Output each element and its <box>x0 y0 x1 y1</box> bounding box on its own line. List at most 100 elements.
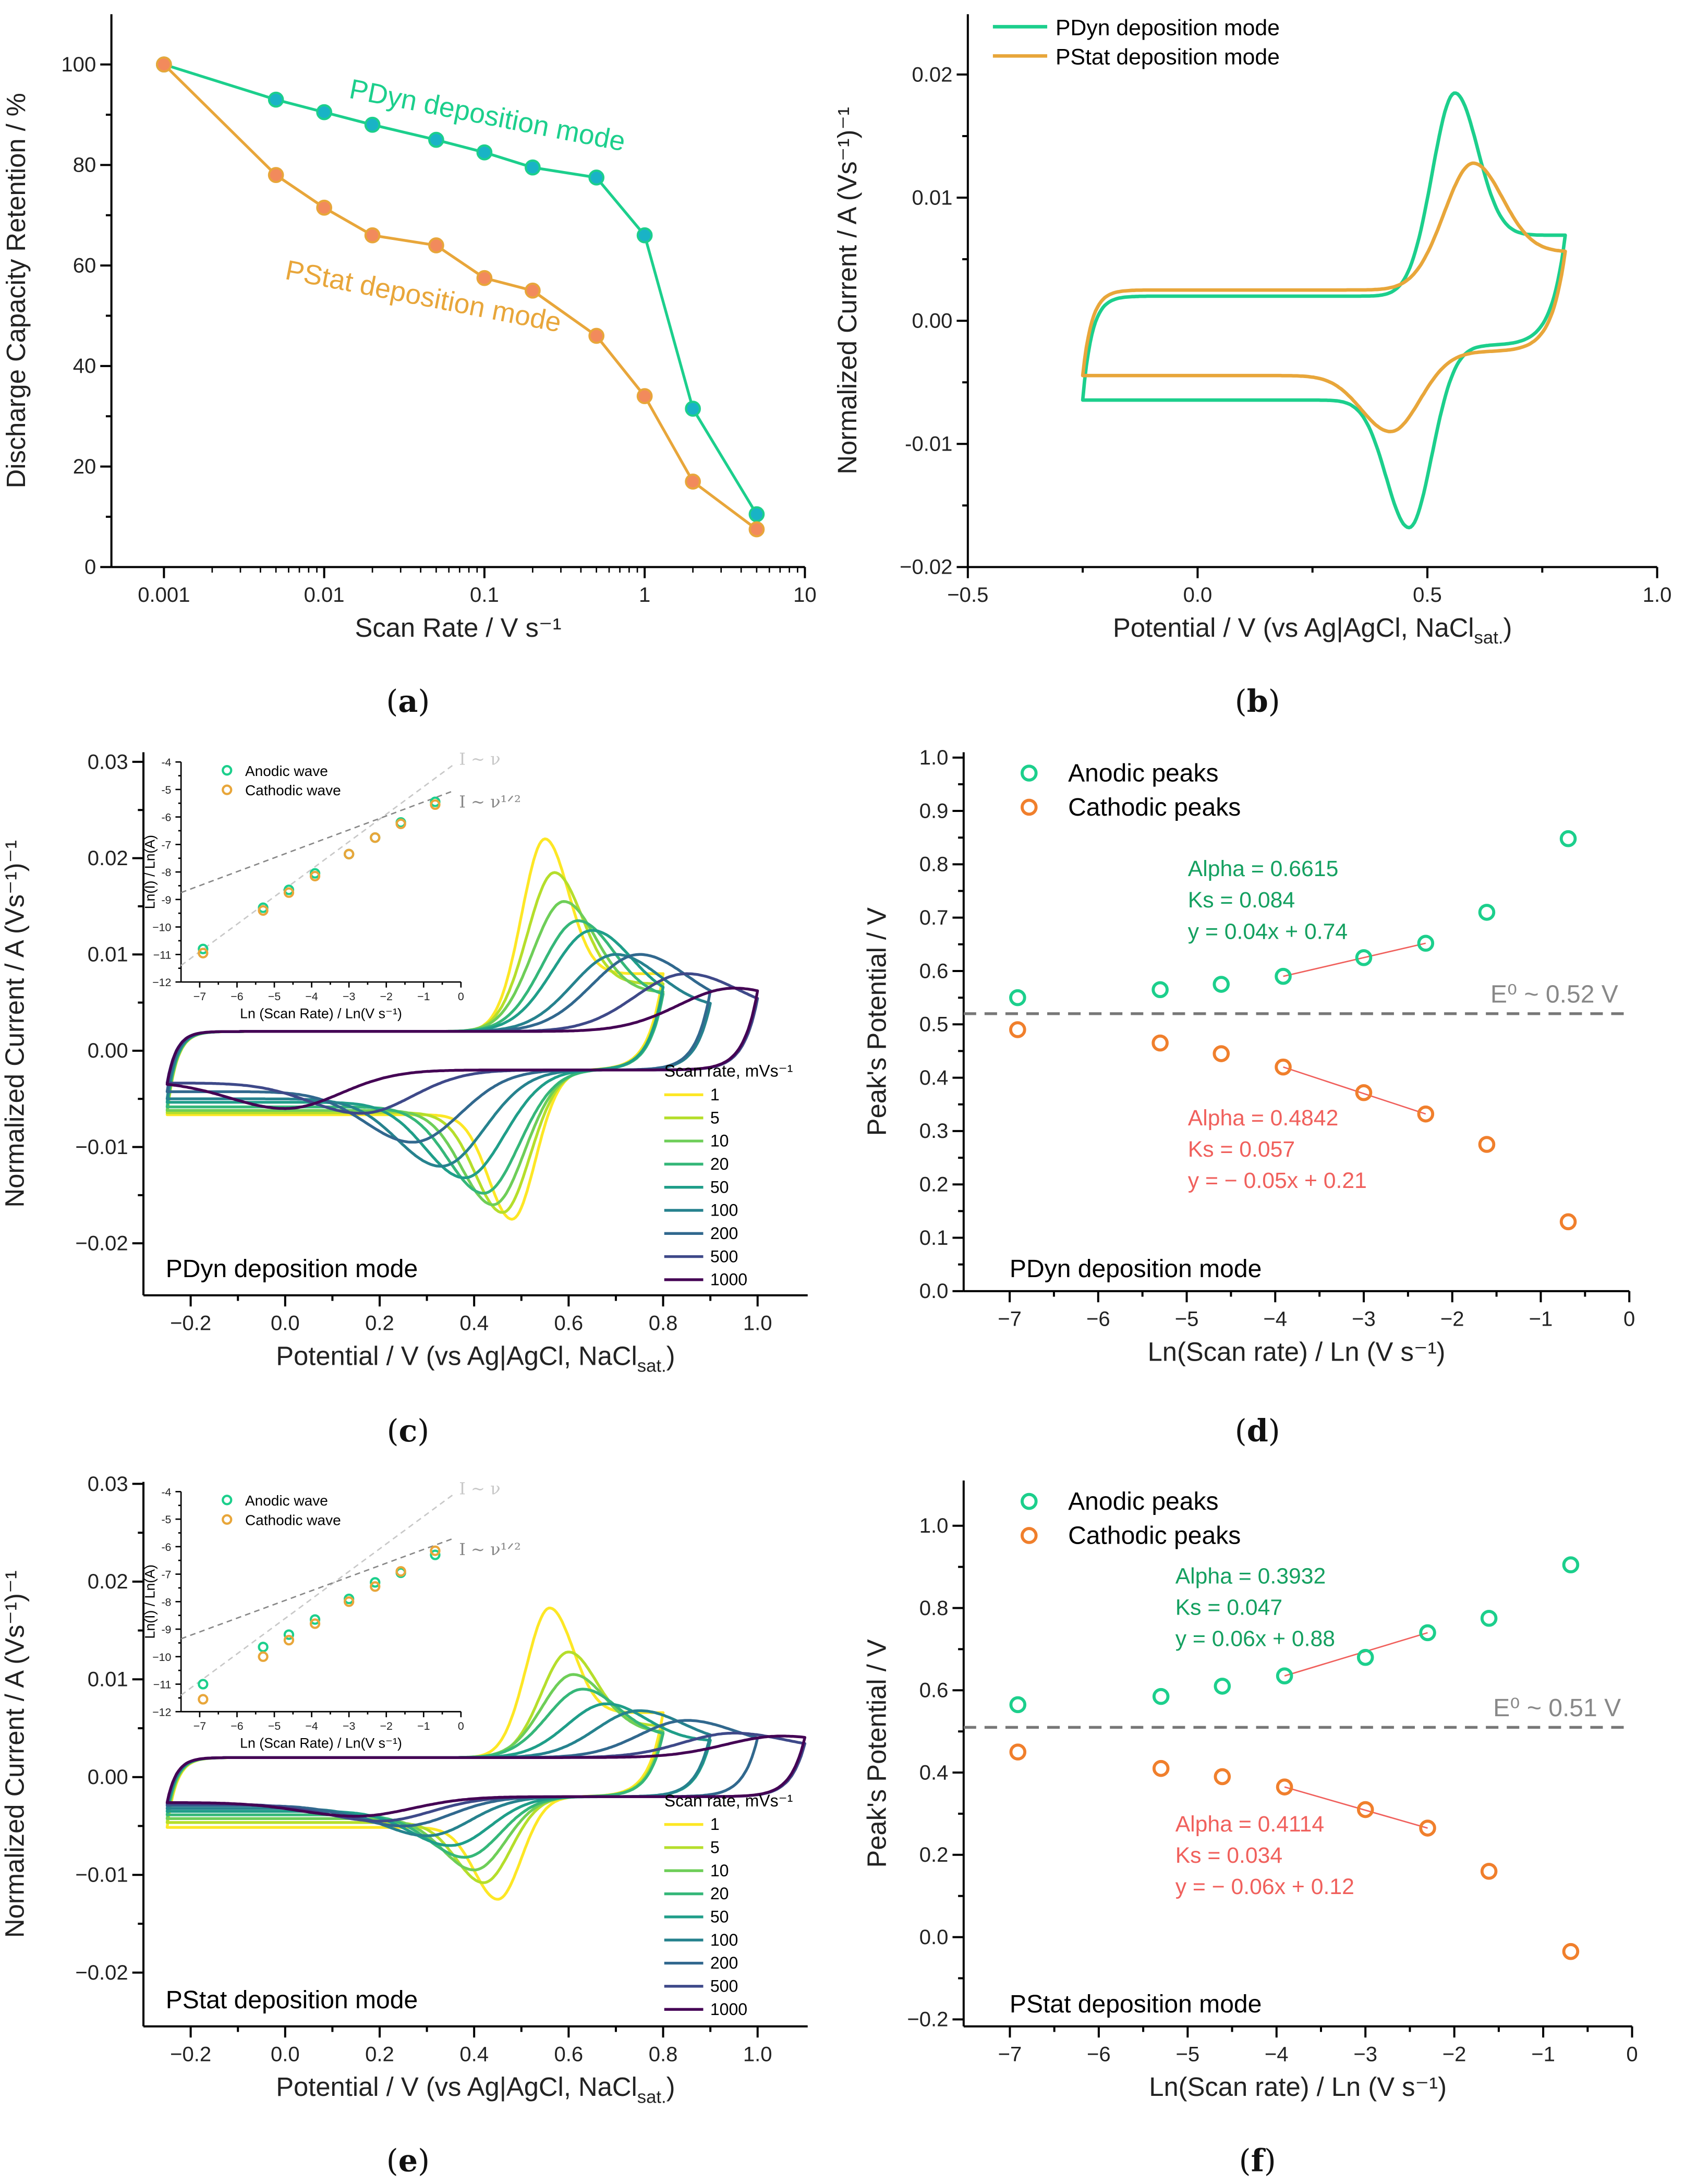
legend-label: Cathodic wave <box>245 782 341 798</box>
x-axis-label: Potential / V (vs Ag|AgCl, NaClsat.) <box>276 1341 675 1376</box>
legend-label: 1000 <box>710 2000 747 2019</box>
x-tick-label: 0.6 <box>554 2043 584 2066</box>
x-tick-label: 0.0 <box>271 1312 300 1335</box>
x-tick-label: −3 <box>343 1720 355 1732</box>
legend-marker <box>222 1514 233 1525</box>
fit-annotation: y = 0.04x + 0.74 <box>1188 919 1348 944</box>
x-tick-label: 0.4 <box>459 1312 489 1335</box>
inset-point <box>430 799 441 810</box>
y-tick-label: 0.6 <box>919 960 949 982</box>
x-tick-label: −4 <box>305 1720 318 1732</box>
x-tick-label: −2 <box>380 1720 393 1732</box>
legend-label: 500 <box>710 1247 738 1266</box>
data-point <box>268 167 284 183</box>
panel-label-part: ( <box>387 1413 399 1449</box>
inset-point <box>283 1634 295 1646</box>
fit-annotation: Ks = 0.034 <box>1175 1843 1282 1868</box>
data-point <box>1559 1213 1577 1231</box>
legend-marker <box>1021 1527 1038 1544</box>
x-tick-label: 0.01 <box>304 584 345 606</box>
chart-panel-c: −0.2 0.0 0.2 0.4 0.6 0.8 1.0 0.03 0.02 0.01 0.00 −0… <box>0 749 808 1449</box>
y-tick-label: 0 <box>84 556 96 579</box>
guide-label: I ~ ν <box>459 1479 500 1499</box>
inset-point <box>370 1581 381 1592</box>
y-tick-label: 0.02 <box>88 1570 128 1593</box>
data-point <box>1275 1058 1292 1076</box>
y-tick-label: -5 <box>161 784 171 796</box>
y-tick-label: −10 <box>152 921 171 934</box>
data-point <box>1562 1556 1580 1573</box>
data-point <box>1151 981 1169 999</box>
y-tick-label: 60 <box>73 254 96 277</box>
chart-panel-e: −0.2 0.0 0.2 0.4 0.6 0.8 1.0 0.03 0.02 0.01 0.00 −0… <box>0 1473 808 2178</box>
legend-label: Anodic peaks <box>1068 1487 1218 1515</box>
data-point <box>1009 989 1026 1006</box>
panel-label-part: f <box>1251 2142 1266 2178</box>
x-tick-label: 0.1 <box>470 584 499 606</box>
data-point <box>1417 935 1435 952</box>
x-tick-label: −4 <box>1263 1308 1287 1331</box>
data-point <box>1214 1768 1231 1786</box>
y-tick-label: 0.5 <box>919 1013 949 1036</box>
y-tick-label: -8 <box>161 866 171 879</box>
data-point <box>748 521 765 538</box>
panel-label-part: d <box>1247 1413 1268 1449</box>
x-axis-label: Potential / V (vs Ag|AgCl, NaClsat.) <box>276 2072 675 2107</box>
label-part: ) <box>666 2072 675 2102</box>
label-part: Potential / V (vs Ag|AgCl, NaCl <box>276 2072 637 2102</box>
y-tick-label: −0.2 <box>907 2008 948 2031</box>
legend-label: 5 <box>710 1838 720 1857</box>
label-part: ) <box>666 1341 675 1370</box>
y-tick-label: −11 <box>153 949 172 961</box>
x-tick-label: −5 <box>268 1720 281 1732</box>
legend-marker <box>1021 1493 1038 1510</box>
data-point <box>364 116 381 133</box>
fit-annotation: Alpha = 0.4114 <box>1175 1812 1324 1837</box>
x-tick-label: −6 <box>231 990 243 1003</box>
data-point <box>316 199 332 216</box>
cv-curve-20 <box>165 1688 665 1859</box>
x-tick-label: 0.001 <box>138 584 190 606</box>
y-axis-label: Normalized Current / A (Vs⁻¹)⁻¹ <box>0 840 29 1208</box>
y-tick-label: −0.02 <box>75 1232 128 1255</box>
fit-annotation: Ks = 0.047 <box>1175 1595 1282 1620</box>
x-tick-label: 0.6 <box>554 1312 584 1335</box>
inset-point <box>283 1629 295 1640</box>
panel-label-part: ) <box>418 683 430 719</box>
x-tick-label: 0.2 <box>365 1312 394 1335</box>
y-tick-label: -9 <box>161 1623 171 1636</box>
panel-label-part: ) <box>1268 683 1280 719</box>
subscript: sat. <box>637 1356 666 1376</box>
panel-label: (e) <box>386 2142 430 2178</box>
legend-label: Cathodic peaks <box>1068 1521 1241 1549</box>
y-tick-label: -0.01 <box>905 433 952 456</box>
fit-line <box>1283 1066 1426 1115</box>
y-tick-label: 0.9 <box>919 799 949 822</box>
x-tick-label: 0.5 <box>1413 584 1442 606</box>
data-point <box>476 270 493 286</box>
inset-point <box>370 832 381 843</box>
chart-panel-b: −0.5 0.0 0.5 1.0 0.02 0.01 0.00 -0.01 −0.02 Poten… <box>832 14 1671 719</box>
fit-line <box>1283 942 1426 977</box>
inset-point <box>198 943 209 954</box>
inset-point <box>309 1614 321 1625</box>
data-point <box>1276 1778 1293 1795</box>
data-point <box>1152 1688 1170 1705</box>
y-tick-label: −0.01 <box>75 1136 128 1159</box>
data-point <box>1355 1084 1373 1101</box>
x-tick-label: 0.8 <box>649 1312 678 1335</box>
data-point <box>1009 1021 1026 1038</box>
y-tick-label: −0.02 <box>75 1961 128 1984</box>
y-tick-label: 0.8 <box>919 853 949 876</box>
data-point <box>1356 1648 1374 1666</box>
legend-label: 50 <box>710 1178 729 1196</box>
x-tick-label: 1.0 <box>1643 584 1672 606</box>
y-axis-label: Discharge Capacity Retention / % <box>1 93 31 488</box>
data-point <box>364 227 381 244</box>
x-tick-label: −5 <box>1175 2043 1199 2066</box>
x-tick-label: 1.0 <box>743 1312 772 1335</box>
y-tick-label: -9 <box>161 894 171 906</box>
